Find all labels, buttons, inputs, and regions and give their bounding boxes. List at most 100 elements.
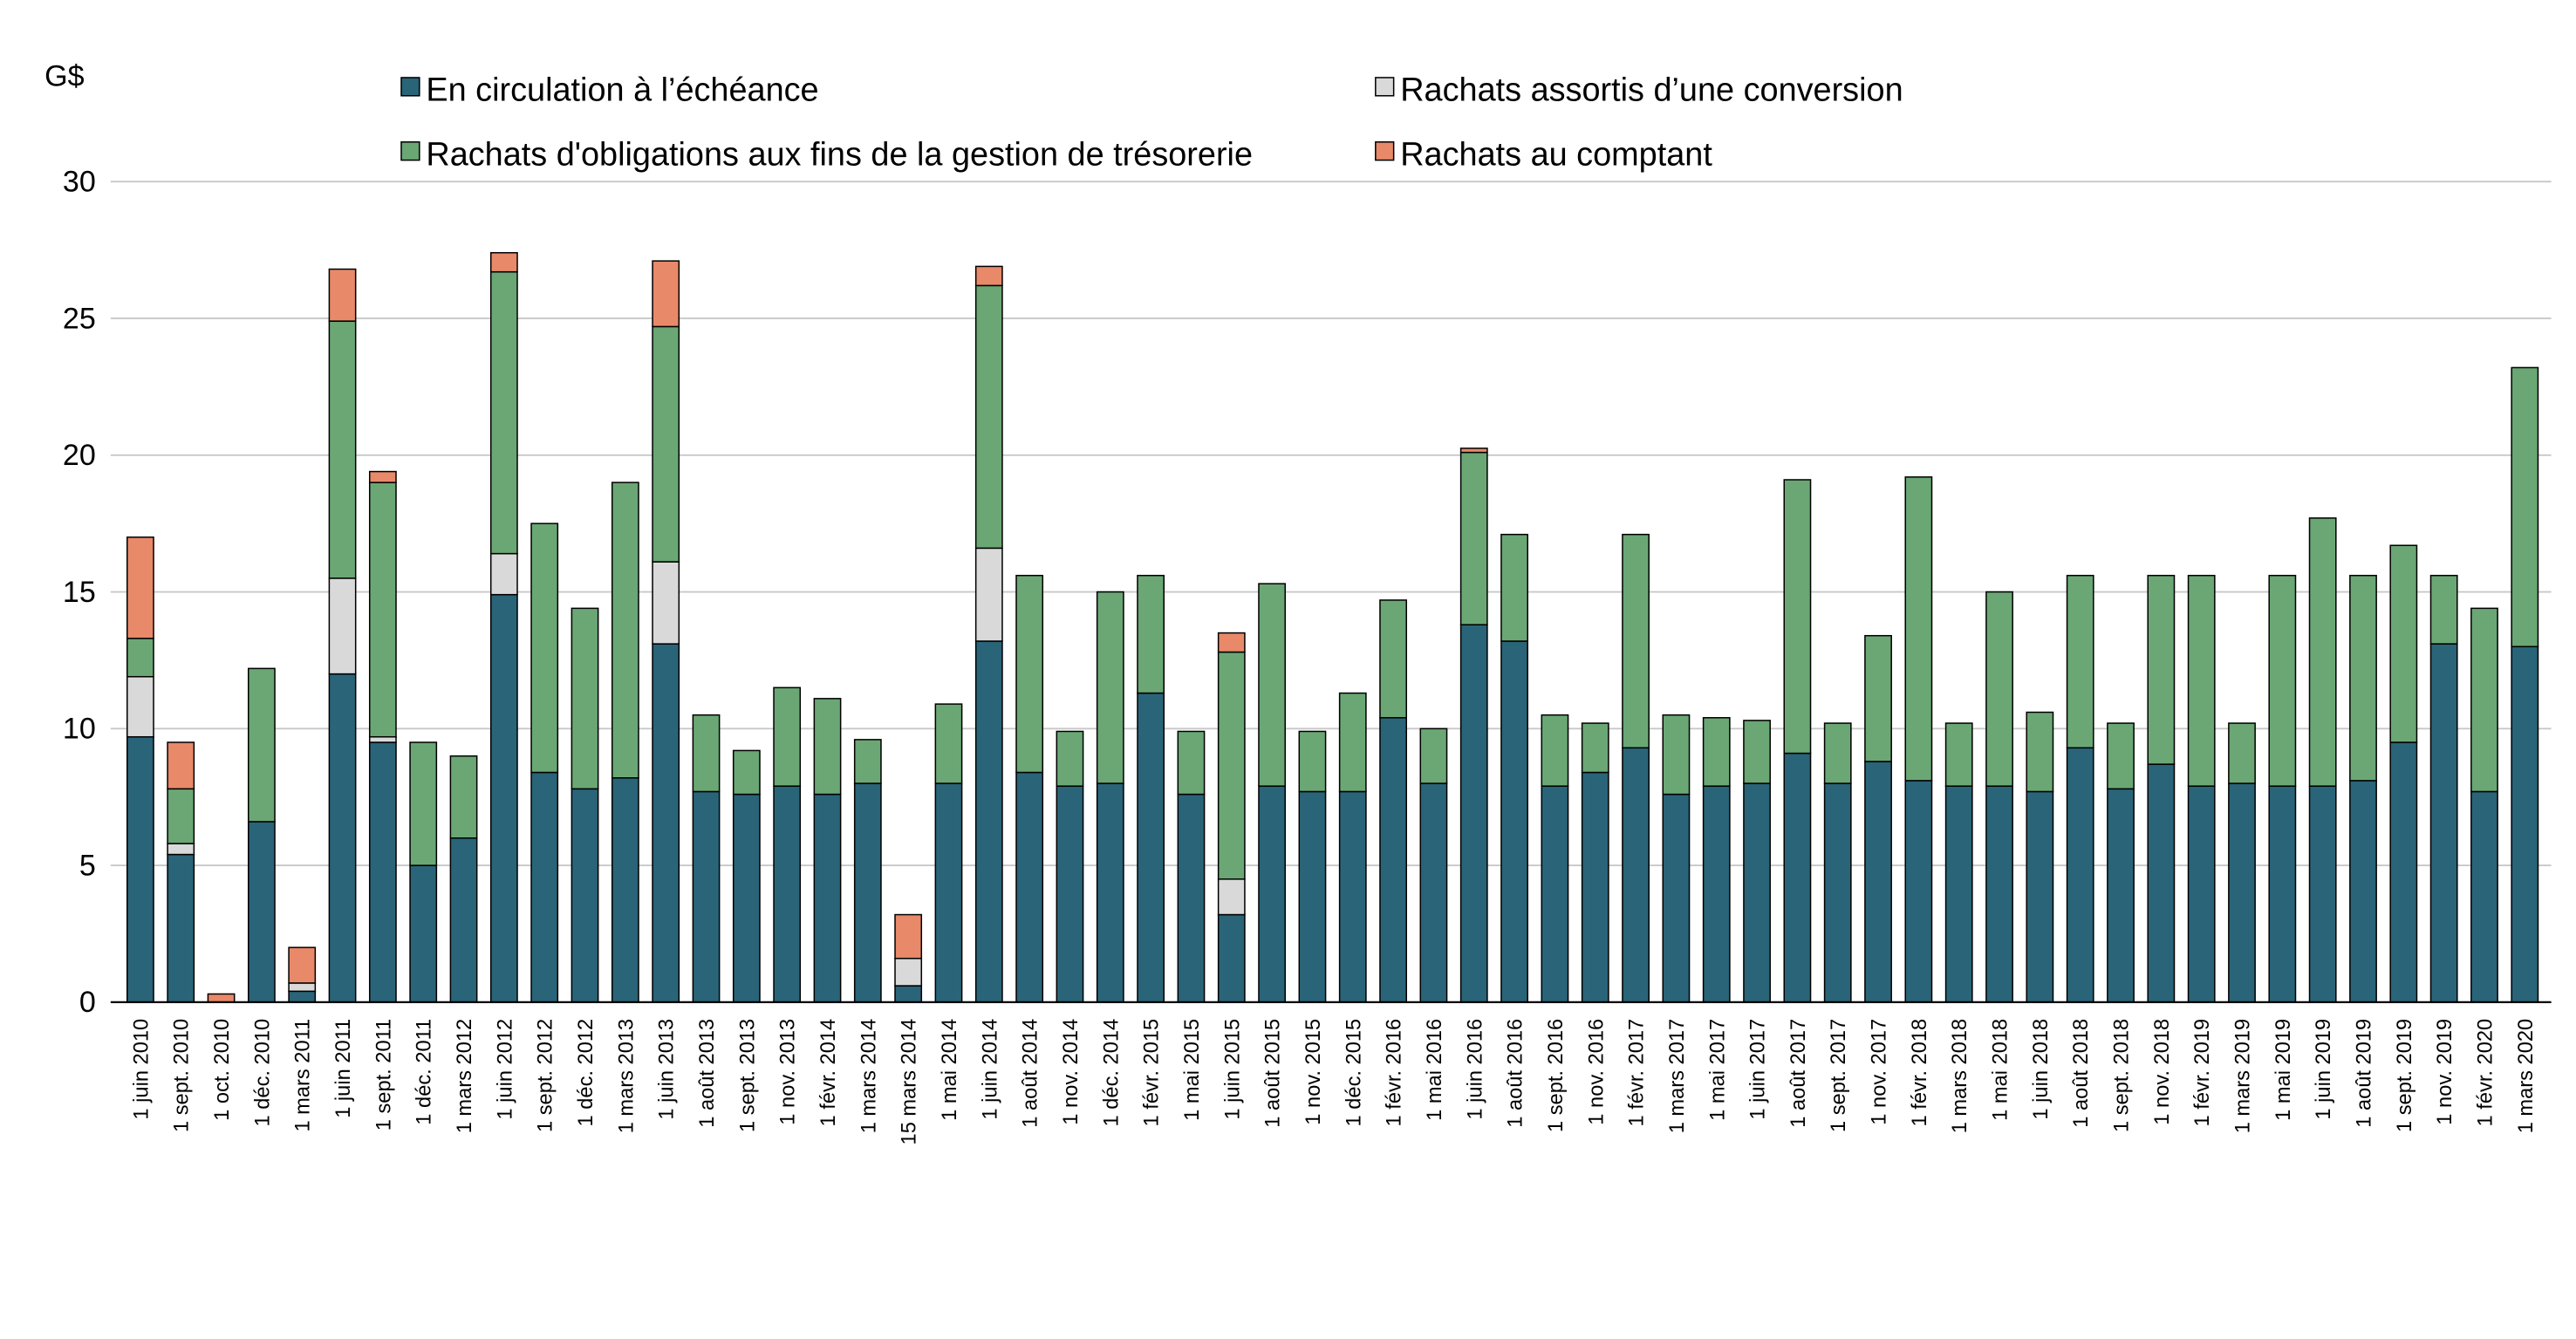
bar-segment-series-0 [1096, 782, 1124, 1003]
bar-segment-series-2 [489, 270, 518, 555]
bar-segment-series-2 [1541, 714, 1569, 787]
bar-segment-series-0 [1944, 785, 1973, 1003]
x-tick-label: 1 août 2014 [1020, 1019, 1042, 1128]
bar-segment-series-2 [853, 739, 882, 784]
bar-segment-series-0 [773, 785, 802, 1003]
bar-segment-series-2 [2268, 574, 2297, 787]
bars [126, 251, 2539, 1003]
x-tick-label: 1 mars 2020 [2515, 1019, 2538, 1133]
bar-segment-series-0 [2389, 741, 2418, 1003]
x-tick-label: 1 févr. 2018 [1909, 1019, 1931, 1127]
bar-segment-series-0 [1379, 717, 1408, 1003]
bar-segment-series-0 [328, 673, 357, 1003]
bar-segment-series-0 [489, 593, 518, 1003]
x-tick-label: 1 sept. 2013 [736, 1019, 759, 1132]
x-tick-label: 1 mai 2016 [1424, 1019, 1446, 1121]
bar-segment-series-2 [1823, 722, 1852, 784]
x-tick-label: 1 mars 2019 [2232, 1019, 2255, 1133]
bar-segment-series-0 [2228, 782, 2256, 1003]
y-axis-ticks: 0 5 10 15 20 25 30 [63, 166, 96, 1020]
bar-segment-series-2 [126, 638, 154, 678]
legend: En circulation à l’échéance Rachats assor… [400, 72, 1903, 173]
bar-segment-series-0 [2147, 763, 2176, 1003]
x-tick-label: 1 févr. 2015 [1141, 1019, 1164, 1127]
bar-segment-series-0 [1904, 780, 1933, 1003]
x-tick-label: 1 mars 2017 [1666, 1019, 1689, 1133]
bar-segment-series-2 [1096, 591, 1124, 784]
x-tick-label: 1 sept. 2017 [1828, 1019, 1850, 1132]
bar-segment-series-3 [126, 536, 154, 639]
x-tick-label: 1 déc. 2010 [251, 1019, 274, 1127]
x-tick-label: 1 nov. 2019 [2434, 1019, 2456, 1125]
bar-segment-series-0 [449, 837, 478, 1003]
x-tick-label: 1 juin 2011 [332, 1019, 355, 1118]
x-tick-label: 1 juin 2010 [130, 1019, 153, 1120]
bar-segment-series-2 [2228, 722, 2256, 784]
bar-segment-series-2 [1944, 722, 1973, 787]
bar-segment-series-2 [1743, 720, 1771, 784]
bar-segment-series-2 [2147, 574, 2176, 765]
x-tick-label: 1 nov. 2018 [2151, 1019, 2174, 1125]
x-tick-label: 1 févr. 2016 [1384, 1019, 1406, 1127]
x-tick-label: 1 août 2016 [1505, 1019, 1527, 1128]
bar-segment-series-0 [2470, 790, 2498, 1003]
x-tick-label: 1 déc. 2012 [575, 1019, 598, 1127]
bar-segment-series-0 [1056, 785, 1084, 1003]
bar-segment-series-0 [1338, 790, 1367, 1003]
bar-segment-series-3 [894, 913, 923, 960]
bar-segment-series-2 [1419, 728, 1448, 784]
bar-segment-series-1 [974, 547, 1003, 642]
x-tick-label: 1 févr. 2017 [1626, 1019, 1649, 1127]
x-tick-label: 1 juin 2019 [2313, 1019, 2335, 1120]
bar-segment-series-0 [368, 741, 397, 1003]
x-tick-label: 1 mai 2017 [1706, 1019, 1729, 1121]
x-tick-label: 1 juin 2012 [494, 1019, 516, 1120]
bar-segment-series-0 [1177, 793, 1206, 1003]
x-tick-label: 1 juin 2013 [656, 1019, 679, 1120]
legend-label: Rachats au comptant [1400, 136, 1712, 173]
bar-segment-series-2 [1056, 730, 1084, 787]
x-tick-label: 1 mars 2012 [454, 1019, 476, 1133]
bar-segment-series-2 [1459, 451, 1488, 625]
x-tick-label: 1 mars 2018 [1949, 1019, 1971, 1133]
x-tick-label: 1 août 2013 [696, 1019, 719, 1128]
bar-segment-series-2 [2187, 574, 2216, 787]
bar-segment-series-2 [813, 698, 842, 796]
bar-segment-series-0 [934, 782, 963, 1003]
bar-segment-series-0 [1622, 747, 1650, 1003]
bar-segment-series-2 [328, 320, 357, 579]
bar-segment-series-1 [1217, 878, 1246, 916]
bar-segment-series-1 [288, 982, 317, 993]
bar-segment-series-0 [1864, 761, 1892, 1003]
x-tick-label: 15 mars 2014 [899, 1019, 921, 1145]
x-tick-label: 1 août 2018 [2070, 1019, 2093, 1128]
x-tick-label: 1 déc. 2014 [1100, 1019, 1123, 1127]
x-tick-label: 1 sept. 2012 [535, 1019, 557, 1132]
bar-segment-series-2 [449, 755, 478, 839]
bar-segment-series-3 [368, 470, 397, 483]
bar-segment-series-0 [2268, 785, 2297, 1003]
bar-segment-series-3 [652, 260, 680, 328]
y-tick-label: 25 [63, 302, 96, 335]
bar-segment-series-2 [611, 482, 639, 779]
bar-segment-series-2 [934, 703, 963, 784]
bar-segment-series-2 [974, 284, 1003, 550]
bar-segment-series-0 [1217, 913, 1246, 1003]
y-tick-label: 20 [63, 439, 96, 472]
bar-segment-series-2 [1904, 476, 1933, 782]
x-tick-label: 1 nov. 2014 [1060, 1019, 1083, 1125]
bar-segment-series-2 [2349, 574, 2377, 782]
bar-segment-series-0 [692, 790, 721, 1003]
bar-segment-series-0 [1743, 782, 1771, 1003]
bar-segment-series-0 [167, 853, 195, 1003]
bar-segment-series-3 [1217, 632, 1246, 653]
legend-swatch [400, 141, 420, 161]
bar-segment-series-1 [126, 675, 154, 738]
bar-segment-series-0 [1662, 793, 1691, 1003]
bar-segment-series-0 [571, 788, 599, 1003]
bar-segment-series-0 [1500, 640, 1528, 1003]
x-tick-label: 1 juin 2018 [2030, 1019, 2053, 1120]
legend-label: En circulation à l’échéance [426, 72, 818, 108]
bar-segment-series-3 [328, 268, 357, 322]
bar-segment-series-0 [1298, 790, 1327, 1003]
